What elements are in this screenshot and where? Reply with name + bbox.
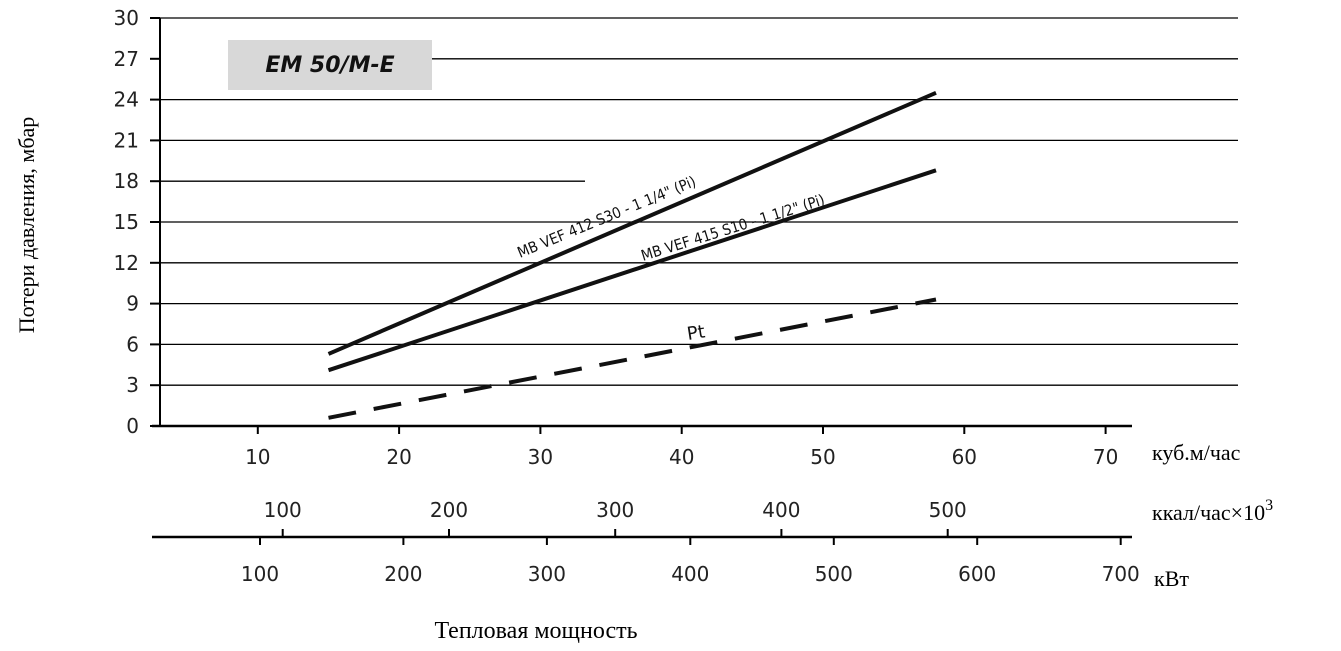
x-tick-label-flow: 50 [810, 445, 835, 469]
y-tick-label: 3 [126, 373, 139, 397]
x-tick-label-flow: 30 [528, 445, 553, 469]
gridlines [160, 17, 1238, 386]
series-label-pt: Pt [685, 321, 706, 345]
y-axis-label: Потери давления, мбар [14, 117, 39, 334]
y-tick-label: 24 [114, 88, 139, 112]
x-unit-kcal: ккал/час×103 [1152, 497, 1273, 525]
y-tick-label: 18 [114, 169, 139, 193]
x-tick-label-kw: 400 [671, 562, 709, 586]
chart-title-box: EM 50/M-E [228, 40, 432, 90]
series-line-vef415 [327, 168, 937, 373]
series-line-vef412 [327, 90, 937, 356]
series-line-pt [328, 297, 937, 420]
x-tick-label-kw: 200 [384, 562, 422, 586]
y-tick-label: 9 [126, 292, 139, 316]
x-tick-labels-kw: 100 200 300 400 500 600 700 [241, 537, 1140, 586]
x-tick-label-kw: 700 [1102, 562, 1140, 586]
x-tick-label-kw: 100 [241, 562, 279, 586]
x-tick-label-kcal: 300 [596, 498, 634, 522]
y-tick-label: 6 [126, 332, 139, 356]
x-tick-label-kcal: 400 [762, 498, 800, 522]
x-tick-label-kcal: 200 [430, 498, 468, 522]
x-tick-label-kw: 500 [815, 562, 853, 586]
y-tick-label: 27 [114, 47, 139, 71]
x-tick-label-kw: 600 [958, 562, 996, 586]
x-tick-label-flow: 60 [952, 445, 977, 469]
x-tick-labels-kcal: 100 200 300 400 500 [264, 498, 967, 537]
x-axis-title: Тепловая мощность [434, 618, 637, 644]
x-tick-label-kcal: 500 [929, 498, 967, 522]
x-unit-flow: куб.м/час [1152, 440, 1241, 465]
x-unit-kw: кВт [1154, 566, 1189, 591]
y-tick-label: 15 [114, 210, 139, 234]
x-tick-label-flow: 70 [1093, 445, 1118, 469]
x-tick-label-kcal: 100 [264, 498, 302, 522]
y-tick-labels: 0 3 6 9 12 15 18 21 24 27 30 [114, 6, 160, 438]
y-tick-label: 21 [114, 128, 139, 152]
x-tick-labels-flow: 10 20 30 40 50 60 70 [245, 426, 1118, 469]
x-tick-label-flow: 10 [245, 445, 270, 469]
x-tick-label-flow: 40 [669, 445, 694, 469]
chart-title: EM 50/M-E [265, 53, 394, 78]
x-tick-label-kw: 300 [528, 562, 566, 586]
data-series [327, 90, 937, 420]
y-tick-label: 30 [114, 6, 139, 30]
x-tick-label-flow: 20 [386, 445, 411, 469]
y-tick-label: 0 [126, 414, 139, 438]
y-tick-label: 12 [114, 251, 139, 275]
